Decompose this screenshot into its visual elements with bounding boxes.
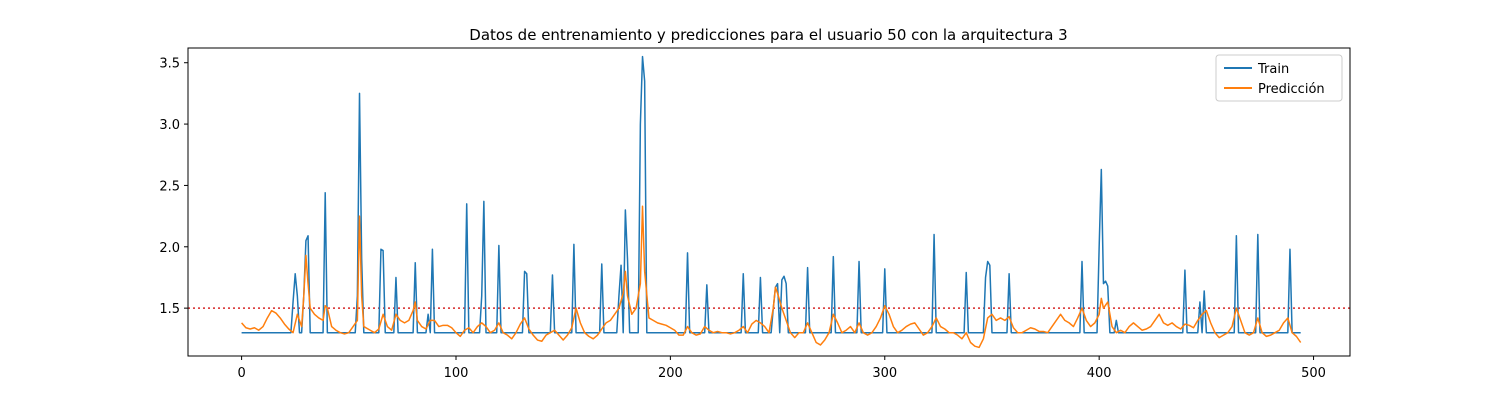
chart-title: Datos de entrenamiento y predicciones pa…	[469, 26, 1067, 44]
x-tick-label: 300	[872, 366, 897, 381]
x-tick-label: 400	[1087, 366, 1112, 381]
y-tick-label: 2.5	[159, 179, 180, 194]
legend-label: Predicción	[1258, 82, 1325, 97]
legend: Train Predicción	[1215, 54, 1343, 102]
series-line-train	[241, 55, 1301, 334]
x-tick-label: 200	[658, 366, 683, 381]
x-tick-label: 500	[1301, 366, 1326, 381]
plot-area	[188, 55, 1350, 349]
y-axis: 1.5 2.0 2.5 3.0 3.5	[159, 57, 188, 317]
y-tick-label: 1.5	[159, 302, 180, 317]
series-line-prediccion	[241, 205, 1302, 349]
legend-label: Train	[1257, 62, 1289, 77]
y-tick-label: 3.5	[159, 57, 180, 72]
y-tick-label: 3.0	[159, 118, 180, 133]
y-tick-label: 2.0	[159, 241, 180, 256]
x-tick-label: 100	[444, 366, 469, 381]
x-axis: 0 100 200 300 400 500	[237, 356, 1326, 381]
plot-frame	[187, 47, 1351, 357]
legend-box	[1215, 54, 1343, 102]
x-tick-label: 0	[237, 366, 245, 381]
